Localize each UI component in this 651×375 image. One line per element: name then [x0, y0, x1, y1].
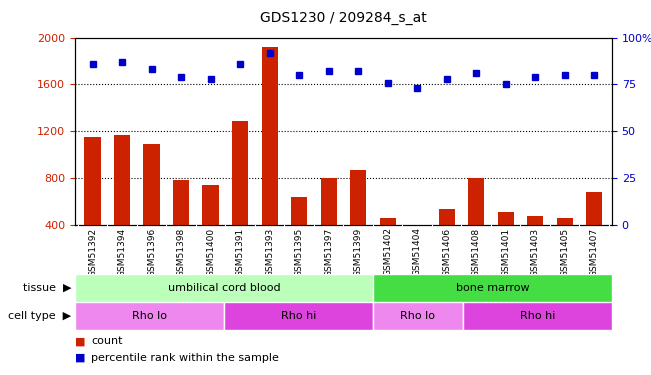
Bar — [262, 47, 278, 272]
Bar — [527, 216, 544, 272]
Bar — [291, 197, 307, 272]
Text: GSM51406: GSM51406 — [442, 227, 451, 277]
Bar — [373, 274, 612, 302]
Bar — [232, 121, 248, 272]
Text: GSM51407: GSM51407 — [590, 227, 599, 277]
Text: Rho lo: Rho lo — [132, 311, 167, 321]
Text: Rho lo: Rho lo — [400, 311, 436, 321]
Text: GSM51403: GSM51403 — [531, 227, 540, 277]
Bar — [114, 135, 130, 272]
Text: GSM51391: GSM51391 — [236, 227, 245, 277]
Text: Rho hi: Rho hi — [281, 311, 316, 321]
Bar — [173, 180, 189, 272]
Bar — [75, 302, 224, 330]
Text: GSM51395: GSM51395 — [295, 227, 303, 277]
Text: GSM51402: GSM51402 — [383, 227, 392, 276]
Text: GSM51399: GSM51399 — [353, 227, 363, 277]
Text: GDS1230 / 209284_s_at: GDS1230 / 209284_s_at — [260, 11, 427, 25]
Bar — [497, 212, 514, 272]
Text: bone marrow: bone marrow — [456, 283, 529, 293]
Bar — [85, 137, 101, 272]
Bar — [586, 192, 602, 272]
Text: umbilical cord blood: umbilical cord blood — [168, 283, 281, 293]
Text: GSM51396: GSM51396 — [147, 227, 156, 277]
Bar — [143, 144, 159, 272]
Bar — [75, 274, 373, 302]
Bar — [409, 234, 425, 272]
Bar — [320, 178, 337, 272]
Bar — [439, 209, 455, 272]
Bar — [468, 178, 484, 272]
Text: cell type  ▶: cell type ▶ — [8, 311, 72, 321]
Text: GSM51394: GSM51394 — [118, 227, 126, 277]
Bar — [202, 185, 219, 272]
Text: GSM51398: GSM51398 — [176, 227, 186, 277]
Bar — [557, 218, 573, 272]
Text: GSM51404: GSM51404 — [413, 227, 422, 276]
Text: GSM51393: GSM51393 — [265, 227, 274, 277]
Text: GSM51408: GSM51408 — [472, 227, 480, 277]
Text: tissue  ▶: tissue ▶ — [23, 283, 72, 293]
Text: GSM51397: GSM51397 — [324, 227, 333, 277]
Text: percentile rank within the sample: percentile rank within the sample — [91, 353, 279, 363]
Text: GSM51405: GSM51405 — [561, 227, 569, 277]
Bar — [463, 302, 612, 330]
Text: Rho hi: Rho hi — [519, 311, 555, 321]
Bar — [224, 302, 373, 330]
Text: count: count — [91, 336, 122, 346]
Bar — [373, 302, 463, 330]
Text: ■: ■ — [75, 353, 85, 363]
Bar — [350, 170, 367, 272]
Text: GSM51401: GSM51401 — [501, 227, 510, 277]
Text: GSM51400: GSM51400 — [206, 227, 215, 277]
Bar — [380, 218, 396, 272]
Text: GSM51392: GSM51392 — [88, 227, 97, 277]
Text: ■: ■ — [75, 336, 85, 346]
